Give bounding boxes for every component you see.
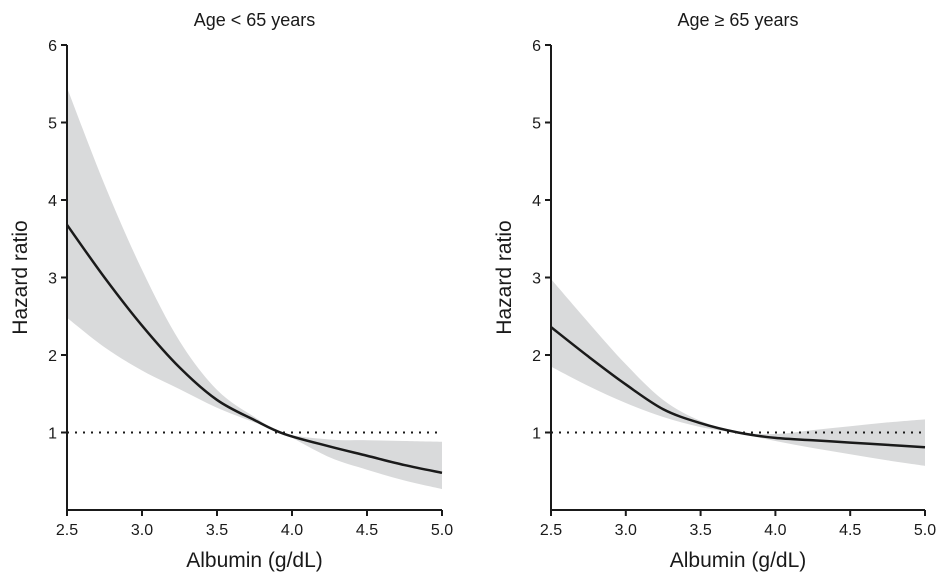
y-tick-label: 1: [532, 426, 541, 443]
x-tick-label: 4.0: [281, 522, 303, 539]
x-tick-label: 4.0: [764, 522, 786, 539]
x-axis-label: Albumin (g/dL): [186, 549, 323, 572]
x-tick-label: 5.0: [914, 522, 936, 539]
y-tick-label: 2: [532, 348, 541, 365]
hazard-ratio-curve: [550, 326, 926, 449]
y-tick-label: 3: [532, 271, 541, 288]
panel-title: Age ≥ 65 years: [678, 10, 799, 30]
y-tick-label: 1: [48, 426, 57, 443]
y-tick-label: 4: [532, 193, 541, 210]
y-tick-label: 6: [532, 38, 541, 55]
y-tick-label: 6: [48, 38, 57, 55]
y-tick-label: 2: [48, 348, 57, 365]
y-tick-label: 3: [48, 271, 57, 288]
y-axis-label: Hazard ratio: [9, 220, 32, 334]
hazard-ratio-curve: [65, 224, 443, 475]
y-tick-label: 5: [48, 116, 57, 133]
confidence-band: [551, 279, 925, 466]
confidence-band: [67, 87, 442, 490]
panel-age-under-65: 1 2 3 4 5 6 2.5 3.0 3.5 4.0 4.5 5.0 Age < 65 years Al…: [9, 10, 453, 572]
x-tick-label: 3.0: [131, 522, 153, 539]
x-tick-label: 4.5: [356, 522, 378, 539]
x-tick-label: 2.5: [56, 522, 78, 539]
x-tick-label: 3.0: [615, 522, 637, 539]
x-tick-label: 3.5: [206, 522, 228, 539]
panel-age-65-and-over: 1 2 3 4 5 6 2.5 3.0 3.5 4.0 4.5 5.0 Age ≥ 65 years Al…: [493, 10, 936, 572]
x-tick-label: 2.5: [540, 522, 562, 539]
y-tick-label: 4: [48, 193, 57, 210]
x-tick-label: 3.5: [689, 522, 711, 539]
x-tick-label: 5.0: [431, 522, 453, 539]
y-tick-label: 5: [532, 116, 541, 133]
x-axis-label: Albumin (g/dL): [670, 549, 807, 572]
panel-title: Age < 65 years: [194, 10, 316, 30]
x-tick-label: 4.5: [839, 522, 861, 539]
y-axis-label: Hazard ratio: [493, 220, 516, 334]
